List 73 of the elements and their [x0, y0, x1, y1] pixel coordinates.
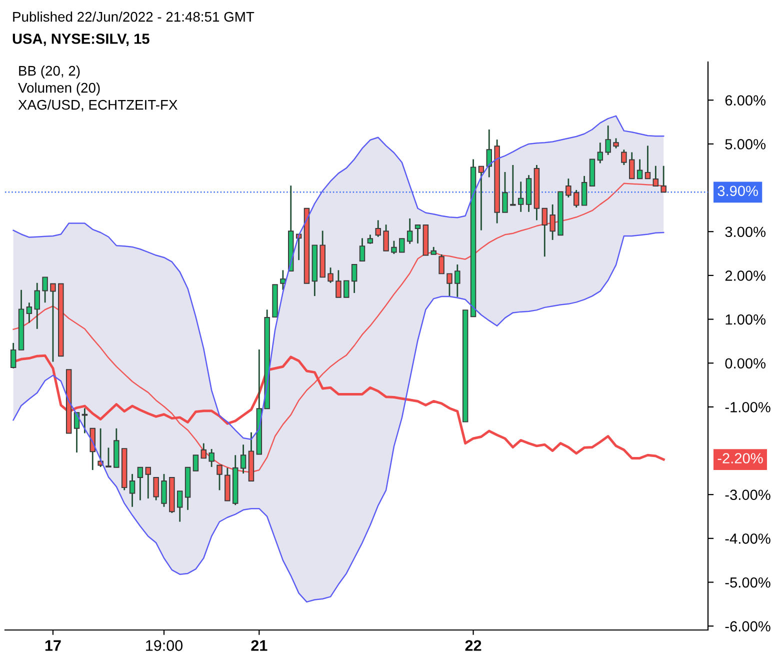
candlestick: [344, 280, 350, 298]
candlestick: [129, 473, 136, 508]
y-tick-label: 1.00%: [726, 314, 766, 325]
y-tick-label: 0.00%: [725, 358, 766, 369]
text: -2.20%: [718, 453, 763, 464]
candlestick: [34, 282, 40, 330]
candlestick: [176, 490, 183, 522]
candlestick: [153, 476, 159, 501]
candlestick: [200, 442, 207, 459]
candlestick: [240, 444, 246, 474]
candlestick: [581, 175, 588, 206]
candlestick: [208, 448, 214, 468]
candlestick: [336, 269, 342, 298]
x-tick-label: 22: [465, 640, 482, 651]
candlestick: [621, 148, 627, 166]
y-tick-label: 6.00%: [725, 95, 766, 106]
candlestick: [26, 302, 32, 324]
candlestick: [137, 466, 144, 501]
chart-title: USA, NYSE:SILV, 15: [12, 34, 150, 46]
annotation: BB (20, 2): [19, 66, 80, 78]
candlestick: [566, 178, 572, 198]
candlestick: [636, 158, 643, 180]
candlestick: [280, 269, 286, 291]
candlestick: [502, 171, 508, 214]
candlestick: [192, 454, 199, 472]
y-tick-label: -1.00%: [725, 402, 770, 412]
candlestick: [375, 220, 381, 238]
y-tick-label: 3.00%: [725, 226, 766, 238]
candlestick: [399, 238, 405, 253]
candlestick: [605, 124, 611, 156]
candlestick: [145, 466, 151, 500]
candlestick: [351, 264, 358, 294]
candlestick: [613, 138, 619, 150]
candlestick: [50, 283, 56, 362]
candlestick: [644, 145, 651, 180]
y-tick-label: -5.00%: [725, 577, 770, 588]
candlestick: [438, 254, 444, 274]
candlestick: [486, 128, 492, 178]
candlestick: [629, 152, 635, 180]
candlestick: [518, 180, 524, 213]
y-tick-label: -4.00%: [725, 534, 770, 544]
y-tick-label: -3.00%: [725, 490, 770, 500]
candlestick: [328, 266, 334, 284]
annotation: XAG/USD, ECHTZEIT-FX: [18, 100, 178, 112]
candlestick: [454, 264, 460, 298]
y-tick-label: 5.00%: [725, 139, 766, 150]
candlestick: [42, 276, 48, 304]
candlestick: [367, 234, 374, 245]
candlestick: [542, 208, 548, 258]
candlestick: [446, 272, 452, 298]
annotation: Volumen (20): [18, 82, 100, 96]
candlestick: [10, 342, 16, 370]
candlestick: [478, 166, 484, 231]
candlestick: [359, 237, 366, 262]
line-series: [12, 115, 664, 440]
candlestick: [161, 473, 167, 508]
candlestick: [510, 164, 516, 206]
candlestick: [106, 446, 112, 468]
candlestick: [597, 142, 604, 164]
ref-line-label: 3.90%: [718, 186, 758, 196]
candlestick: [383, 224, 389, 252]
y-tick-label: -6.00%: [725, 621, 770, 632]
candlestick: [391, 240, 397, 255]
chart-subtitle: Published 22/Jun/2022 - 21:48:51 GMT: [13, 12, 254, 22]
x-tick-label: 19:00: [146, 640, 183, 651]
candlestick: [550, 204, 556, 241]
candlestick: [573, 189, 580, 208]
candlestick: [406, 218, 413, 245]
x-tick-label: 17: [45, 640, 61, 651]
candlestick: [414, 224, 421, 244]
x-tick-label: 21: [251, 640, 268, 651]
y-tick-label: 2.00%: [725, 270, 766, 281]
line-series: [12, 232, 664, 603]
